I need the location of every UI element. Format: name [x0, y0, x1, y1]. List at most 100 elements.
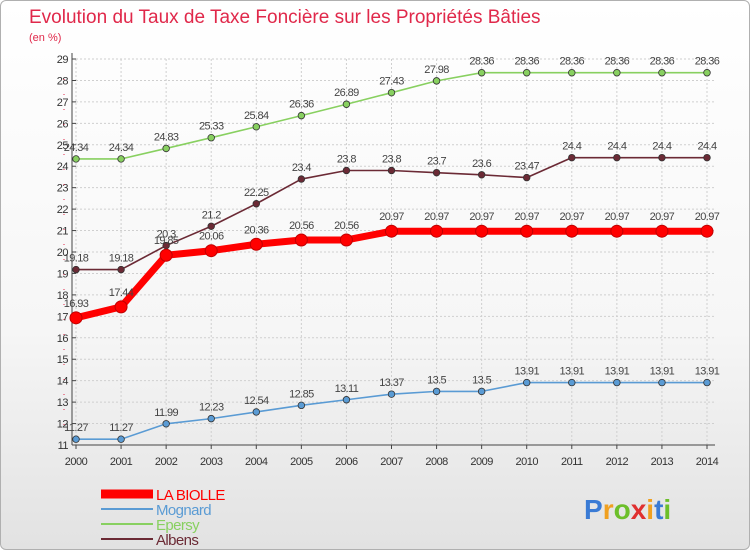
point-mognard-2011 [568, 378, 576, 387]
point-albens-2003 [207, 222, 215, 230]
point-la-biolle-2005 [294, 233, 308, 247]
data-label-albens-2014: 24.4 [697, 141, 716, 153]
y-tick-label-17: 17 [57, 311, 69, 323]
data-label-mognard-2011: 13.91 [560, 366, 585, 378]
data-label-albens-2009: 23.6 [472, 158, 491, 170]
y-tick-label-18: 18 [57, 290, 69, 302]
point-mognard-2010 [523, 378, 531, 387]
x-tick-label-2013: 2013 [651, 456, 674, 468]
point-mognard-2009 [477, 387, 486, 396]
data-label-albens-2002: 20.3 [157, 229, 176, 241]
data-label-albens-2006: 23.8 [337, 154, 356, 166]
point-la-biolle-2002 [159, 248, 173, 262]
logo-letter: x [631, 494, 647, 525]
point-albens-2001 [117, 265, 125, 274]
point-epersy-2004 [252, 123, 260, 131]
point-mognard-2014 [703, 378, 711, 387]
data-label-la-biolle-2001: 17.44 [109, 287, 134, 299]
data-label-epersy-2004: 25.84 [244, 110, 269, 122]
y-tick-label-13: 13 [57, 397, 69, 409]
data-label-epersy-2002: 24.83 [154, 131, 179, 143]
point-epersy-2009 [477, 69, 486, 77]
y-tick-label-20: 20 [57, 247, 69, 259]
data-label-epersy-2009: 28.36 [469, 56, 494, 68]
data-label-la-biolle-2007: 20.97 [379, 211, 404, 223]
data-label-albens-2008: 23.7 [427, 156, 446, 168]
data-label-albens-2001: 19.18 [109, 253, 134, 265]
data-label-la-biolle-2004: 20.36 [244, 224, 269, 236]
point-albens-2012 [613, 153, 621, 162]
y-tick-label-11: 11 [58, 440, 69, 452]
data-label-la-biolle-2008: 20.97 [424, 211, 449, 223]
data-label-la-biolle-2000: 16.93 [64, 298, 89, 310]
series-layer [69, 69, 714, 443]
x-tick-label-2010: 2010 [515, 456, 538, 468]
data-label-albens-2013: 24.4 [652, 141, 671, 153]
x-tick-label-2007: 2007 [380, 456, 403, 468]
y-tick-label-21: 21 [57, 226, 69, 238]
data-label-la-biolle-2005: 20.56 [289, 220, 314, 232]
x-tick-label-2014: 2014 [696, 456, 719, 468]
data-label-epersy-2012: 28.36 [605, 56, 630, 68]
data-label-albens-2010: 23.47 [514, 161, 539, 173]
data-label-epersy-2010: 28.36 [514, 56, 539, 68]
data-label-epersy-2006: 26.89 [334, 87, 359, 99]
legend-label-albens: Albens [156, 532, 198, 549]
x-tick-label-2011: 2011 [561, 456, 583, 468]
y-tick-label-22: 22 [57, 204, 69, 216]
point-mognard-2001 [117, 435, 125, 443]
x-tick-label-2009: 2009 [470, 456, 493, 468]
logo-letter: o [614, 494, 631, 525]
data-label-la-biolle-2014: 20.97 [695, 211, 720, 223]
point-epersy-2006 [342, 100, 351, 108]
data-label-la-biolle-2003: 20.06 [199, 231, 224, 243]
data-label-mognard-2014: 13.91 [695, 366, 720, 378]
y-tick-label-14: 14 [57, 376, 69, 388]
point-epersy-2014 [703, 69, 711, 77]
logo-letter: r [603, 494, 614, 525]
data-label-mognard-2001: 11.27 [109, 422, 133, 434]
legend-label-la-biolle: LA BIOLLE [156, 487, 225, 504]
point-mognard-2013 [658, 378, 666, 387]
point-la-biolle-2011 [565, 224, 579, 238]
data-label-mognard-2012: 13.91 [605, 366, 630, 378]
data-label-albens-2007: 23.8 [382, 154, 401, 166]
chart-title: Evolution du Taux de Taxe Foncière sur l… [29, 7, 541, 28]
data-label-albens-2000: 19.18 [64, 253, 89, 265]
point-mognard-2012 [613, 378, 621, 387]
grid-layer [75, 58, 715, 446]
point-la-biolle-2013 [655, 224, 669, 238]
point-albens-2014 [703, 153, 711, 162]
point-la-biolle-2006 [339, 233, 353, 247]
y-tick-label-12: 12 [57, 419, 69, 431]
point-mognard-2000 [72, 435, 80, 443]
y-tick-label-28: 28 [57, 75, 69, 87]
point-albens-2010 [523, 173, 531, 182]
point-la-biolle-2003 [204, 244, 218, 258]
point-la-biolle-2000 [69, 311, 83, 325]
x-tick-label-2000: 2000 [65, 456, 88, 468]
data-label-mognard-2006: 13.11 [335, 383, 359, 395]
y-tick-label-15: 15 [57, 354, 69, 366]
point-epersy-2007 [387, 88, 396, 97]
point-epersy-2012 [613, 69, 621, 77]
y-tick-label-23: 23 [57, 183, 69, 195]
point-mognard-2002 [162, 420, 170, 428]
point-epersy-2008 [432, 77, 441, 85]
y-tick-label-16: 16 [57, 333, 69, 345]
legend-label-mognard: Mognard [156, 502, 211, 519]
data-label-mognard-2009: 13.5 [472, 374, 491, 386]
point-albens-2011 [568, 153, 576, 162]
x-tick-label-2005: 2005 [290, 456, 313, 468]
point-epersy-2000 [72, 155, 80, 163]
point-la-biolle-2008 [430, 224, 444, 238]
data-label-layer: 11.27 11.27 11.99 12.23 12.54 12.85 13.11 13.37… [64, 56, 721, 434]
data-label-epersy-2007: 27.43 [379, 76, 404, 88]
y-tick-label-26: 26 [57, 118, 69, 130]
data-label-epersy-2011: 28.36 [560, 56, 585, 68]
point-albens-2009 [477, 171, 486, 179]
x-tick-label-2008: 2008 [425, 456, 448, 468]
x-tick-label-2006: 2006 [335, 456, 358, 468]
